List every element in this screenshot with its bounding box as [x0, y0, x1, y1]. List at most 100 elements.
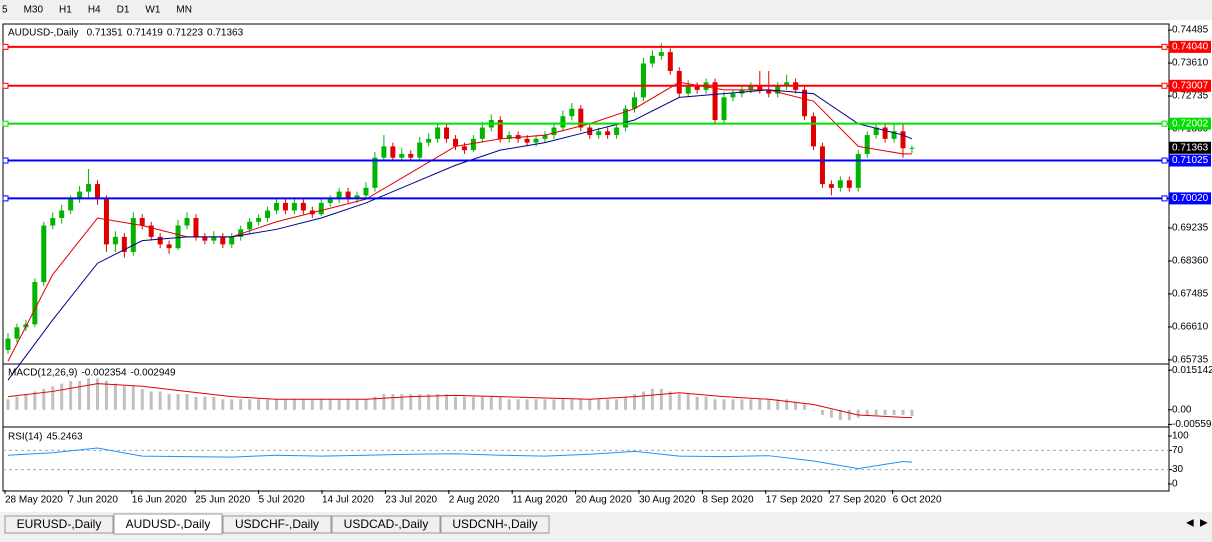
- candle-body: [864, 135, 870, 154]
- level-tag: [1169, 117, 1211, 130]
- level-handle: [2, 43, 9, 50]
- timeframe-button[interactable]: H1: [59, 5, 72, 16]
- macd-bar: [838, 409, 842, 421]
- tab[interactable]: [440, 515, 550, 534]
- x-tick-label: 20 Aug 2020: [576, 495, 633, 506]
- macd-bar: [319, 399, 323, 410]
- candle-body: [112, 236, 118, 245]
- candle-body: [354, 195, 360, 200]
- candle-body: [300, 202, 306, 211]
- level-handle: [2, 195, 9, 202]
- level-handle: [2, 82, 9, 89]
- level-handle: [2, 157, 9, 164]
- moving-average: [7, 89, 913, 381]
- macd-bar: [364, 399, 368, 410]
- tab[interactable]: [222, 515, 332, 534]
- scroll-right[interactable]: ▶: [1200, 518, 1208, 529]
- macd-bar: [266, 399, 270, 410]
- macd-bar: [292, 399, 296, 410]
- timeframe-button[interactable]: W1: [145, 5, 160, 16]
- tab-label[interactable]: USDCHF-,Daily: [235, 517, 319, 531]
- timeframe-button[interactable]: D1: [117, 5, 130, 16]
- ohlc-value: 0.71419: [127, 28, 164, 39]
- macd-bar: [579, 399, 583, 410]
- candle-body: [649, 55, 655, 64]
- rsi-line: [7, 447, 912, 470]
- candle-body: [274, 202, 279, 211]
- candle-body: [59, 210, 65, 219]
- indicator-value: -0.002354: [81, 368, 126, 379]
- macd-bar: [257, 399, 261, 410]
- candle-body: [909, 147, 915, 149]
- y-tick-label: 0: [1172, 479, 1178, 490]
- candle-body: [121, 236, 127, 252]
- tab-label[interactable]: EURUSD-,Daily: [17, 517, 102, 531]
- timeframe-button[interactable]: MN: [176, 5, 192, 16]
- macd-bar: [731, 399, 735, 410]
- macd-bar: [60, 383, 64, 410]
- y-tick-label: 30: [1172, 464, 1184, 475]
- macd-bar: [167, 394, 171, 410]
- candle-body: [166, 244, 172, 249]
- candle-body: [148, 225, 154, 237]
- candle-body: [623, 108, 629, 128]
- macd-bar: [606, 399, 610, 410]
- macd-bar: [113, 383, 117, 410]
- y-tick-label: 0.69235: [1172, 223, 1209, 234]
- candle-body: [399, 153, 405, 158]
- macd-bar: [525, 399, 529, 410]
- macd-bar: [910, 409, 914, 416]
- toolbar: [0, 0, 1212, 20]
- level-handle: [1161, 195, 1168, 202]
- tab-label[interactable]: AUDUSD-,Daily: [126, 517, 211, 531]
- macd-bar: [874, 409, 878, 416]
- x-tick-label: 17 Sep 2020: [766, 495, 823, 506]
- macd-bar: [203, 396, 207, 410]
- level-tag: [1169, 40, 1211, 53]
- macd-bar: [865, 409, 869, 416]
- candle-body: [103, 199, 109, 245]
- candle-body: [694, 86, 700, 90]
- candle-body: [640, 63, 646, 98]
- tab-label[interactable]: USDCNH-,Daily: [452, 517, 537, 531]
- tab[interactable]: [113, 513, 223, 535]
- candle-body: [470, 138, 476, 151]
- level-tag-label: 0.72002: [1172, 118, 1209, 129]
- timeframe-button[interactable]: 5: [2, 5, 8, 16]
- tab[interactable]: [4, 515, 114, 534]
- candle-body: [5, 338, 11, 350]
- candle-body: [569, 108, 575, 117]
- tab[interactable]: [331, 515, 441, 534]
- macd-bar: [337, 399, 341, 410]
- timeframe-button[interactable]: H4: [88, 5, 101, 16]
- candle-body: [658, 52, 664, 56]
- level-tag-label: 0.70020: [1172, 193, 1209, 204]
- candle-body: [41, 225, 47, 283]
- macd-bar: [436, 394, 440, 410]
- candle-body: [828, 184, 834, 188]
- ohlc-value: 0.71351: [87, 28, 124, 39]
- level-tag-label: 0.73007: [1172, 80, 1209, 91]
- tab-label[interactable]: USDCAD-,Daily: [344, 517, 429, 531]
- macd-bar: [427, 394, 431, 410]
- macd-bar: [140, 388, 144, 410]
- macd-bar: [829, 409, 833, 418]
- candle-body: [282, 202, 288, 211]
- timeframe-button[interactable]: M30: [24, 5, 44, 16]
- level-tag-label: 0.74040: [1172, 42, 1209, 53]
- macd-bar: [15, 396, 19, 410]
- macd-bar: [507, 399, 511, 410]
- candle-body: [327, 199, 333, 203]
- candle-body: [497, 119, 503, 139]
- macd-bar: [462, 396, 466, 410]
- macd-bar: [552, 399, 556, 410]
- macd-bar: [104, 380, 108, 410]
- candle-body: [882, 127, 888, 139]
- macd-bar: [785, 399, 789, 410]
- macd-bar: [78, 380, 82, 410]
- candle-body: [381, 146, 387, 158]
- scroll-left[interactable]: ◀: [1186, 518, 1194, 529]
- y-tick-label: 0.68360: [1172, 256, 1209, 267]
- candle-body: [202, 236, 208, 241]
